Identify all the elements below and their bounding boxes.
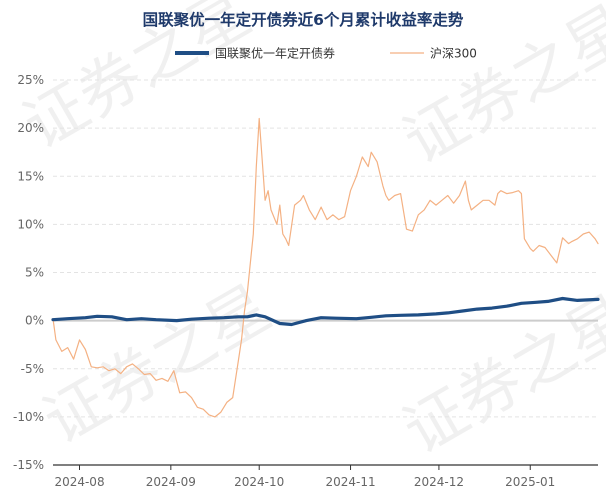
x-tick-label: 2024-11 (325, 475, 375, 489)
x-tick-label: 2024-10 (234, 475, 284, 489)
y-tick-label: 0% (25, 314, 44, 328)
legend-label-index: 沪深300 (430, 47, 477, 61)
x-tick-label: 2024-12 (414, 475, 464, 489)
watermark-layer: 证券之星 证券之星 证券之星 证券之星 (11, 0, 606, 468)
y-tick-label: 20% (17, 121, 44, 135)
x-tick-label: 2025-01 (505, 475, 555, 489)
y-tick-label: 5% (25, 266, 44, 280)
x-axis: 2024-08 2024-09 2024-10 2024-11 2024-12 2025-… (53, 464, 598, 489)
y-tick-label: -5% (21, 362, 44, 376)
series-line-index (52, 117, 599, 418)
chart-title: 国联聚优一年定开债券近6个月累计收益率走势 (143, 10, 464, 29)
legend-label-fund: 国联聚优一年定开债券 (215, 46, 335, 61)
x-tick-label: 2024-09 (146, 475, 196, 489)
series-line-fund (51, 296, 600, 327)
y-tick-label: 25% (17, 73, 44, 87)
watermark-text: 证券之星 (31, 271, 282, 458)
legend: 国联聚优一年定开债券 沪深300 (175, 46, 477, 61)
y-axis: -15% -10% -5% 0% 5% 10% 15% 20% 25% (13, 73, 44, 472)
x-tick-label: 2024-08 (54, 475, 104, 489)
grid-lines (53, 79, 598, 466)
y-tick-label: 10% (17, 217, 44, 231)
y-tick-label: 15% (17, 169, 44, 183)
y-tick-label: -15% (13, 458, 44, 472)
y-tick-label: -10% (13, 410, 44, 424)
plot-series (51, 117, 600, 418)
